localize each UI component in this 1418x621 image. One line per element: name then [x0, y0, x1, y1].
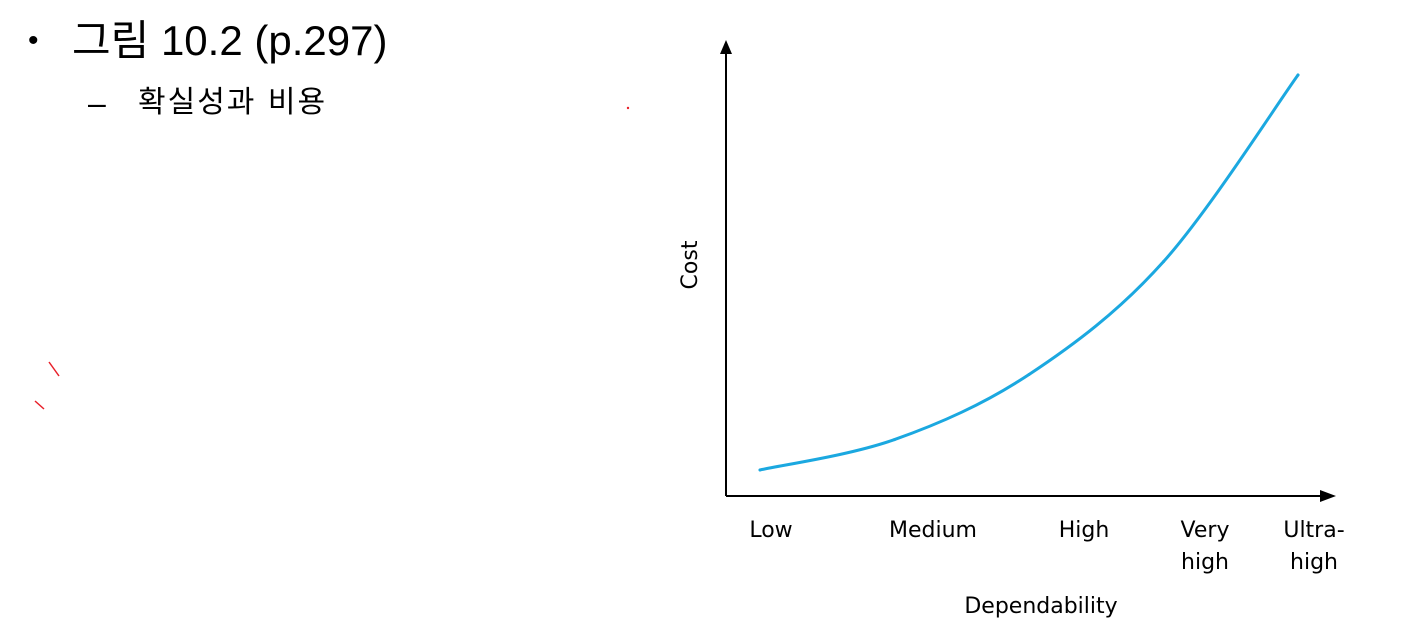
- bullet-item-heading: • 그림 10.2 (p.297): [28, 17, 388, 64]
- ink-mark-1: [48, 361, 60, 377]
- y-axis-label: Cost: [678, 240, 703, 289]
- chart-axes: [720, 40, 1336, 502]
- x-tick-label-4: Very high: [1181, 518, 1230, 575]
- data-point-1: [758, 468, 762, 472]
- x-tick-label-3: High: [1059, 518, 1110, 543]
- sub-bullet-item: – 확실성과 비용: [88, 86, 327, 119]
- data-point-3: [1027, 372, 1031, 376]
- slide-heading: 그림 10.2 (p.297): [72, 17, 388, 64]
- ink-dot: [626, 106, 630, 110]
- data-point-4: [1162, 260, 1165, 264]
- ink-mark-2: [34, 400, 45, 410]
- data-point-5: [1296, 73, 1300, 77]
- series-line-cost: [758, 73, 1300, 472]
- x-tick-labels: Low Medium High Very high Ultra-high: [749, 518, 1344, 575]
- x-axis-label: Dependability: [964, 594, 1117, 619]
- bullet-dot: •: [28, 24, 39, 58]
- slide-subheading: 확실성과 비용: [138, 85, 328, 120]
- x-axis-arrow: [1320, 490, 1336, 502]
- sub-bullet-dash: –: [88, 84, 106, 121]
- data-point-2: [893, 438, 896, 442]
- y-axis-arrow: [720, 40, 732, 54]
- series-points: [758, 73, 1300, 472]
- x-tick-label-2: Medium: [889, 518, 977, 543]
- x-tick-label-5: Ultra-high: [1283, 518, 1344, 575]
- x-tick-label-1: Low: [749, 518, 792, 543]
